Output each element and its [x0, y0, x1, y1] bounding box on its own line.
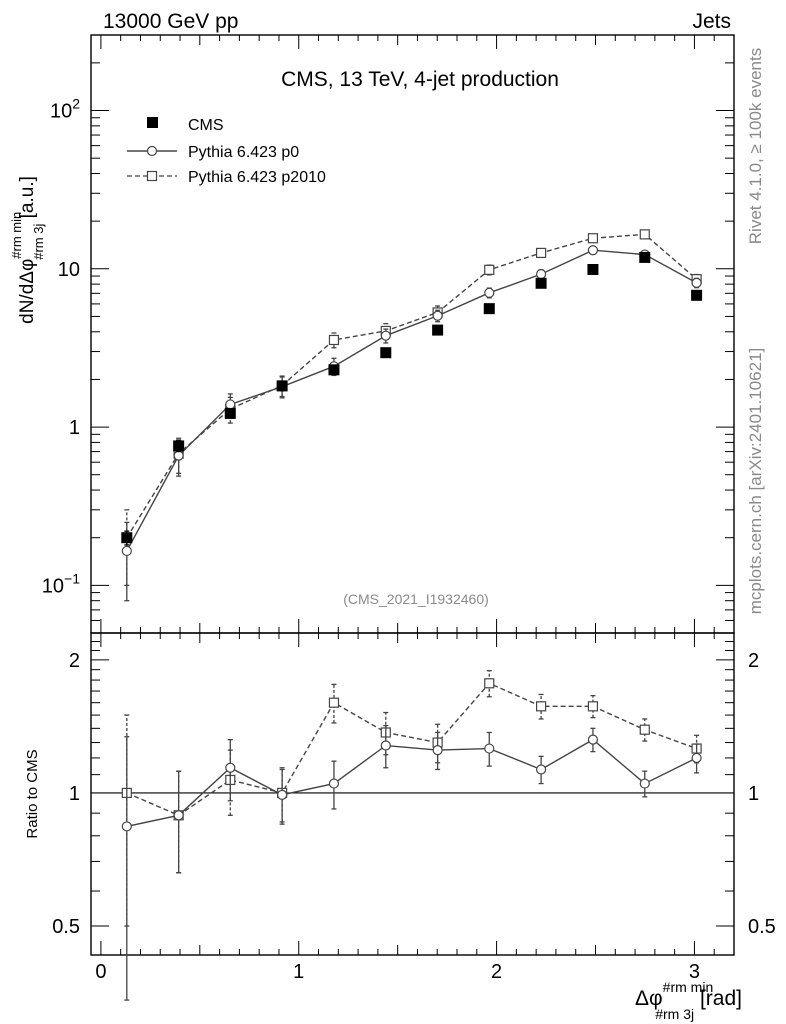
header-jets-label: Jets [692, 10, 731, 33]
main-p0-point [484, 287, 495, 298]
main-p0-point [535, 269, 547, 280]
legend: CMS Pythia 6.423 p0 Pythia 6.423 p2010 [127, 117, 326, 186]
legend-label-p0: Pythia 6.423 p0 [188, 144, 299, 161]
ratio-p0-point [277, 789, 288, 800]
legend-marker-p2010 [146, 170, 158, 182]
ratio-p2010-point [328, 697, 340, 708]
ratio-p2010-point [484, 678, 495, 689]
y-tick-label-ratio-right: 2 [748, 650, 759, 672]
legend-label-cms: CMS [188, 117, 224, 134]
y-axis-label-main: dN/dΔφ#rm min #rm 3j [a.u.] [9, 176, 46, 324]
main-cms-point [224, 407, 236, 419]
y-tick-label-ratio-left: 1 [69, 783, 80, 805]
header-energy-label: 13000 GeV pp [103, 10, 238, 33]
main-p2010-point [535, 247, 547, 259]
x-label-unit: [rad] [694, 987, 742, 1010]
main-cms-point [328, 364, 340, 376]
ratio-p0-point [380, 740, 391, 751]
axis-ticks: 0 1 2 3 10−1 1 10 102 0.5 0.5 1 1 2 2 [42, 34, 776, 983]
main-p0-point [225, 399, 236, 410]
x-tick-label: 3 [689, 961, 700, 983]
ratio-p0-point [484, 743, 495, 754]
y-label-main-text: dN/dΔφ [17, 259, 38, 324]
x-tick-label: 2 [491, 961, 502, 983]
y-tick-label-ratio-right: 1 [748, 783, 759, 805]
y-tick-label-main: 1 [69, 417, 80, 439]
main-p0-point [691, 277, 702, 288]
ratio-p2010-point [587, 701, 599, 712]
legend-marker-p0 [146, 145, 158, 157]
ratio-p0-point [225, 762, 236, 773]
rivet-version-label: Rivet 4.1.0, ≥ 100k events [746, 48, 765, 244]
main-cms-point [639, 251, 651, 263]
ratio-p0-point [432, 744, 443, 756]
ratio-p0-point [328, 778, 340, 789]
main-p2010-point [328, 334, 340, 346]
main-cms-point [121, 532, 133, 544]
main-p0-point [587, 245, 599, 256]
main-cms-point [535, 277, 547, 289]
legend-label-p2010: Pythia 6.423 p2010 [188, 169, 326, 186]
main-p0-line [126, 249, 697, 552]
main-cms-point [173, 440, 185, 452]
main-cms-point [432, 324, 444, 336]
main-p2010-point [484, 264, 495, 275]
main-p0-point [121, 545, 132, 557]
y-label-main-unit: [a.u.] [17, 176, 38, 224]
main-p0-point [380, 330, 391, 341]
main-cms-point [380, 347, 392, 359]
y-label-main-sup: #rm min [9, 212, 24, 259]
ratio-p0-point [535, 764, 547, 775]
y-axis-label-ratio: Ratio to CMS [24, 749, 41, 838]
y-tick-label-ratio-right: 0.5 [748, 916, 776, 938]
ratio-panel-frame [90, 632, 735, 956]
y-tick-label-ratio-left: 2 [69, 650, 80, 672]
main-p0-point [173, 450, 184, 461]
x-axis-label: Δφ#rm min #rm 3j [rad] [635, 979, 742, 1022]
main-p0-point [432, 310, 443, 321]
x-label-sub: #rm 3j [655, 1006, 694, 1022]
y-label-main-sub: #rm 3j [31, 224, 46, 260]
y-tick-label-ratio-left: 0.5 [52, 916, 80, 938]
main-p2010-line [126, 233, 698, 539]
main-cms-point [587, 263, 599, 275]
main-p2010-point [587, 233, 599, 244]
ratio-p0-point [691, 752, 702, 764]
ratio-p0-point [587, 734, 599, 745]
main-cms-point [483, 303, 495, 315]
x-tick-label: 0 [95, 961, 106, 983]
chart-title: CMS, 13 TeV, 4-jet production [281, 68, 559, 91]
x-tick-label: 1 [293, 961, 304, 983]
ratio-p0-point [639, 778, 650, 789]
main-cms-point [691, 289, 703, 301]
ratio-p2010-point [639, 724, 650, 735]
main-cms-point [276, 380, 288, 392]
analysis-tag: (CMS_2021_I1932460) [343, 591, 489, 607]
legend-marker-cms [147, 117, 158, 128]
ratio-series-layer [91, 670, 734, 1001]
y-tick-label-main: 10−1 [42, 570, 80, 597]
ratio-p0-line [126, 738, 697, 828]
x-label-text: Δφ [635, 987, 663, 1010]
svg-text:dN/dΔφ#rm min#rm 3j [a.u.]: dN/dΔφ#rm min #rm 3j [a.u.] [9, 176, 46, 324]
main-p2010-point [639, 229, 650, 240]
x-label-sup: #rm min [663, 979, 714, 995]
y-tick-label-main: 10 [58, 259, 80, 281]
ratio-p0-point [173, 810, 184, 821]
main-series-layer [121, 229, 703, 602]
ratio-p2010-point [535, 701, 547, 712]
y-tick-label-main: 102 [50, 96, 80, 123]
ratio-p2010-line [126, 682, 697, 817]
mcplots-label: mcplots.cern.ch [arXiv:2401.10621] [746, 348, 765, 614]
ratio-p0-point [121, 821, 132, 832]
